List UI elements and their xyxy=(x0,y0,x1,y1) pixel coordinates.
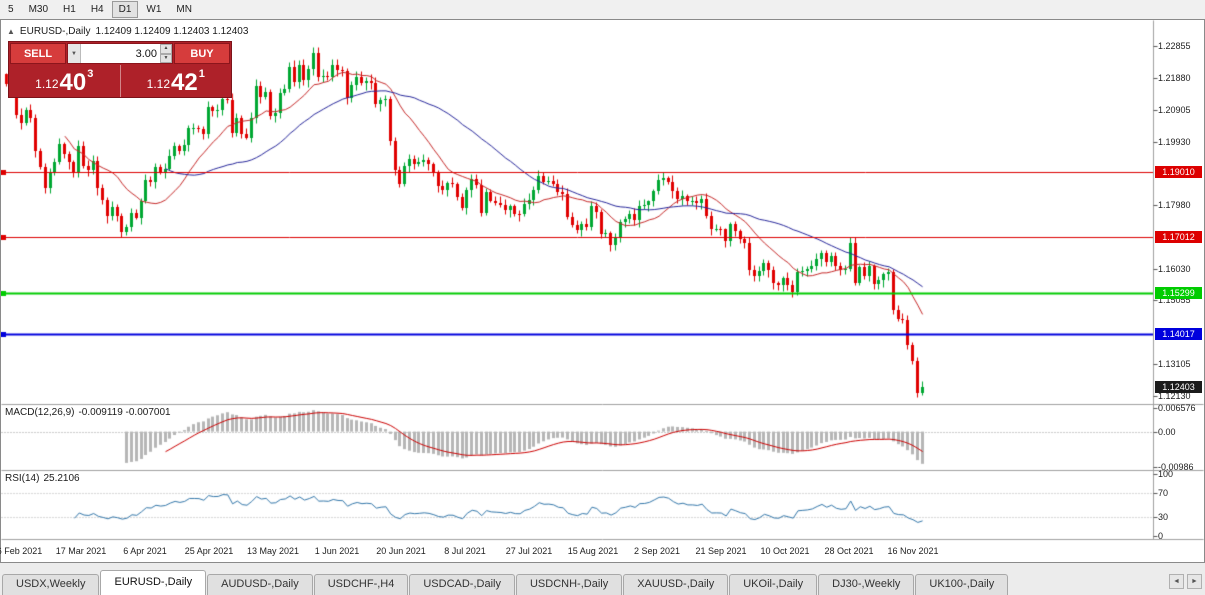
buy-price-prefix: 1.12 xyxy=(146,77,171,91)
symbol-tab[interactable]: USDCAD-,Daily xyxy=(409,574,515,595)
buy-price[interactable]: 1.12 42 1 xyxy=(121,65,232,97)
volume-field: ▼ ▲ ▼ xyxy=(67,43,173,64)
symbol-tab[interactable]: USDCNH-,Daily xyxy=(515,574,623,595)
sell-price-prefix: 1.12 xyxy=(35,77,59,91)
timeframe-button[interactable]: H4 xyxy=(84,1,111,18)
rsi-indicator-label: RSI(14) 25.2106 xyxy=(5,473,80,484)
tabs-scroll-right-icon[interactable]: ► xyxy=(1187,574,1202,589)
symbol-tab[interactable]: EURUSD-,Daily xyxy=(100,570,207,595)
collapse-arrow-icon[interactable]: ▲ xyxy=(7,27,15,36)
timeframe-button[interactable]: 5 xyxy=(1,1,21,18)
symbol-name: EURUSD-,Daily xyxy=(19,26,91,37)
buy-price-big: 42 xyxy=(171,69,198,96)
macd-values: -0.009119 -0.007001 xyxy=(78,407,171,418)
timeframe-button[interactable]: M30 xyxy=(22,1,55,18)
tabs-scroll-left-icon[interactable]: ◄ xyxy=(1169,574,1184,589)
chart-ohlc-line: ▲ EURUSD-,Daily 1.12409 1.12409 1.12403 … xyxy=(7,26,248,37)
ohlc-values: 1.12409 1.12409 1.12403 1.12403 xyxy=(95,26,249,37)
sell-button[interactable]: SELL xyxy=(10,43,66,64)
symbol-tab[interactable]: DJ30-,Weekly xyxy=(818,574,915,595)
macd-name: MACD(12,26,9) xyxy=(5,407,75,418)
symbol-tab[interactable]: UK100-,Daily xyxy=(915,574,1009,595)
symbol-tab[interactable]: AUDUSD-,Daily xyxy=(207,574,313,595)
timeframe-button[interactable]: H1 xyxy=(56,1,83,18)
symbol-tab[interactable]: UKOil-,Daily xyxy=(729,574,818,595)
symbol-tab[interactable]: USDCHF-,H4 xyxy=(313,574,409,595)
volume-input[interactable] xyxy=(81,44,160,63)
symbol-tab[interactable]: USDX,Weekly xyxy=(2,574,100,595)
timeframe-button[interactable]: W1 xyxy=(139,1,168,18)
symbol-tabs: USDX,Weekly EURUSD-,Daily AUDUSD-,Daily … xyxy=(0,563,1205,595)
volume-increase-button[interactable]: ▲ xyxy=(160,44,172,54)
macd-indicator-label: MACD(12,26,9) -0.009119 -0.007001 xyxy=(5,407,171,418)
rsi-value: 25.2106 xyxy=(43,473,80,484)
price-chart-canvas[interactable] xyxy=(1,20,1204,562)
tab-scroll-arrows: ◄ ► xyxy=(1169,574,1202,589)
volume-spinner: ▲ ▼ xyxy=(160,44,172,63)
volume-decrease-button[interactable]: ▼ xyxy=(160,53,172,63)
timeframe-toolbar: 5 M30 H1 H4 D1 W1 MN xyxy=(0,0,1205,19)
buy-button[interactable]: BUY xyxy=(174,43,230,64)
buy-price-sup: 1 xyxy=(198,68,205,80)
rsi-name: RSI(14) xyxy=(5,473,40,484)
timeframe-button[interactable]: MN xyxy=(169,1,199,18)
sell-price[interactable]: 1.12 40 3 xyxy=(9,65,121,97)
sell-price-sup: 3 xyxy=(87,68,94,80)
chart-window: 1.22855 1.21880 1.20905 1.19930 1.17980 1.160… xyxy=(0,19,1205,563)
timeframe-button[interactable]: D1 xyxy=(111,1,139,18)
symbol-tab[interactable]: XAUUSD-,Daily xyxy=(623,574,729,595)
sell-price-big: 40 xyxy=(59,69,87,96)
volume-dropdown-icon[interactable]: ▼ xyxy=(68,44,81,63)
one-click-trading-panel: SELL ▼ ▲ ▼ BUY 1.12 40 3 1 xyxy=(8,41,232,98)
symbol-tab-bar: USDX,Weekly EURUSD-,Daily AUDUSD-,Daily … xyxy=(0,563,1205,595)
